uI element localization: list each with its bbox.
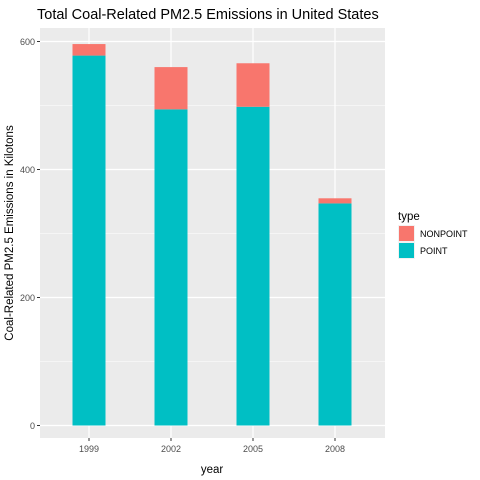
y-tick-label: 400 [20,165,35,175]
legend-items: NONPOINT POINT [398,225,468,259]
x-tick-label: 2005 [243,444,263,454]
legend-label-nonpoint: NONPOINT [420,229,468,239]
x-tick-label: 2008 [325,444,345,454]
y-tick-label: 200 [20,293,35,303]
legend-title: type [398,211,420,223]
x-axis: 1999 2002 2005 2008 [79,438,345,454]
legend: type NONPOINT POINT [398,211,468,259]
y-axis: 0 200 400 600 [20,37,40,431]
bar-nonpoint-2002 [154,67,188,110]
bar-point-2008 [318,203,352,426]
x-tick-label: 1999 [79,444,99,454]
legend-label-point: POINT [420,246,448,256]
legend-swatch-point [399,243,414,258]
y-tick-label: 600 [20,37,35,47]
y-axis-title: Coal-Related PM2.5 Emissions in Kilotons [4,125,16,341]
chart-title: Total Coal-Related PM2.5 Emissions in Un… [37,7,379,23]
x-tick-label: 2002 [161,444,181,454]
bar-point-2005 [236,106,270,426]
bars [72,44,352,426]
x-axis-title: year [201,464,224,476]
bar-nonpoint-2008 [318,198,352,204]
bar-point-1999 [72,55,106,426]
y-tick-label: 0 [30,421,35,431]
legend-swatch-nonpoint [399,226,414,241]
bar-nonpoint-1999 [72,44,106,56]
bar-nonpoint-2005 [236,63,270,107]
bar-point-2002 [154,109,188,426]
